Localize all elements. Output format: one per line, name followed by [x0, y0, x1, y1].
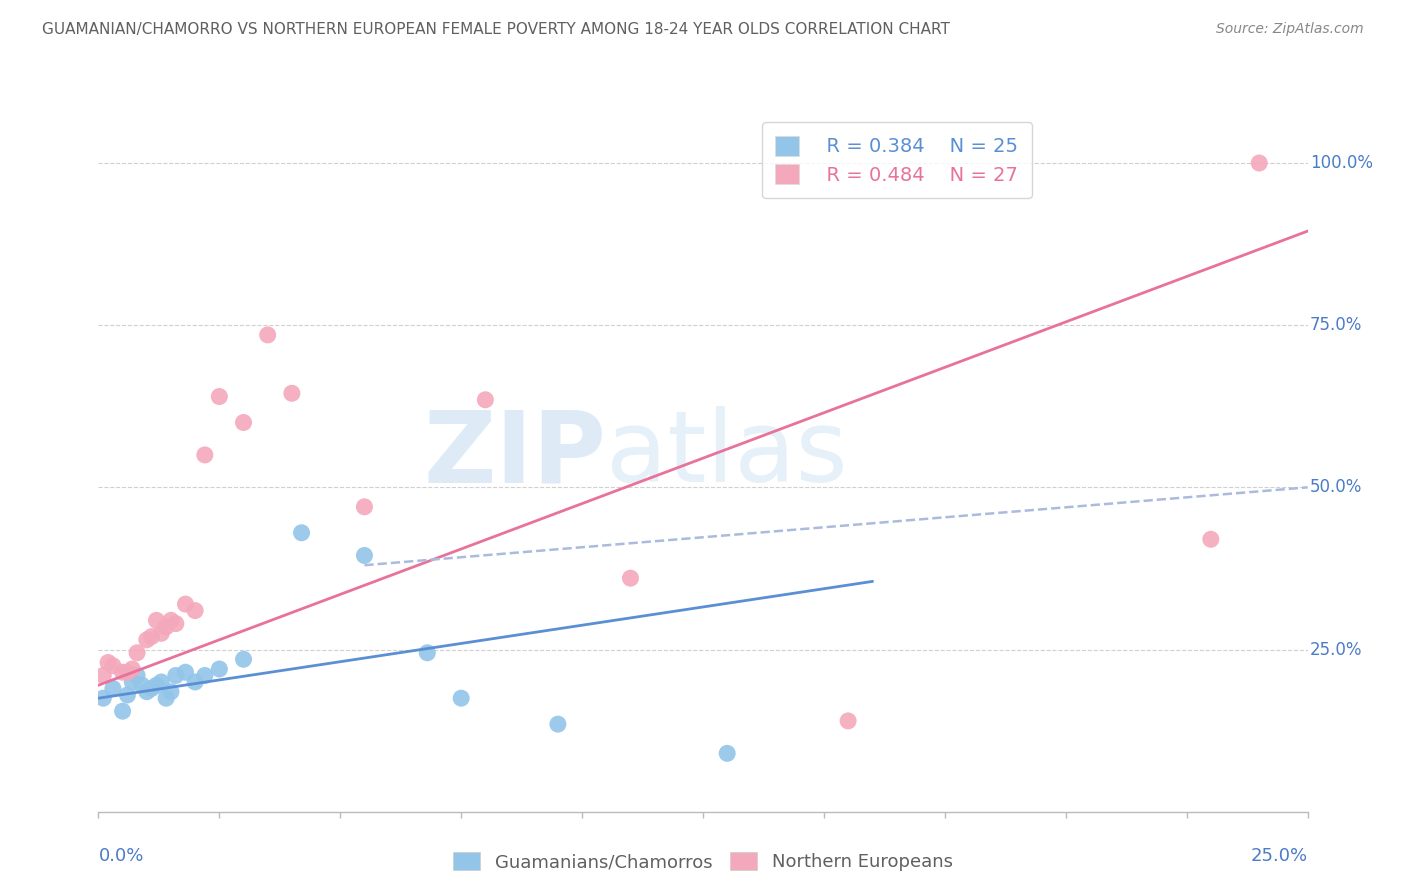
Point: [101, 658, 124, 673]
Point: [547, 717, 569, 731]
Text: 25.0%: 25.0%: [1310, 640, 1362, 658]
Point: [716, 747, 738, 761]
Point: [160, 684, 183, 698]
Point: [127, 646, 149, 660]
Point: [184, 675, 207, 690]
Point: [117, 665, 139, 680]
Point: [450, 691, 472, 706]
Point: [117, 688, 139, 702]
Point: [150, 675, 173, 690]
Point: [135, 684, 157, 698]
Point: [135, 632, 157, 647]
Point: [111, 704, 134, 718]
Point: [174, 597, 197, 611]
Point: [101, 681, 124, 696]
Legend:   R = 0.384    N = 25,   R = 0.484    N = 27: R = 0.384 N = 25, R = 0.484 N = 27: [762, 122, 1032, 198]
Point: [145, 613, 167, 627]
Point: [184, 604, 207, 618]
Point: [121, 675, 143, 690]
Point: [208, 662, 231, 676]
Text: 100.0%: 100.0%: [1310, 154, 1374, 172]
Point: [837, 714, 859, 728]
Point: [208, 390, 231, 404]
Point: [145, 678, 167, 692]
Point: [127, 668, 149, 682]
Text: 25.0%: 25.0%: [1250, 847, 1308, 865]
Point: [91, 691, 114, 706]
Point: [165, 668, 187, 682]
Point: [290, 525, 312, 540]
Point: [416, 646, 439, 660]
Point: [121, 662, 143, 676]
Point: [353, 549, 375, 563]
Point: [97, 656, 120, 670]
Point: [141, 681, 163, 696]
Point: [141, 630, 163, 644]
Legend: Guamanians/Chamorros, Northern Europeans: Guamanians/Chamorros, Northern Europeans: [446, 845, 960, 879]
Point: [281, 386, 304, 401]
Point: [194, 668, 217, 682]
Point: [1199, 533, 1222, 547]
Point: [160, 613, 183, 627]
Point: [111, 665, 134, 680]
Point: [155, 620, 177, 634]
Point: [150, 626, 173, 640]
Point: [131, 678, 153, 692]
Point: [232, 416, 254, 430]
Text: 75.0%: 75.0%: [1310, 316, 1362, 334]
Point: [165, 616, 187, 631]
Point: [353, 500, 375, 514]
Text: atlas: atlas: [606, 407, 848, 503]
Point: [232, 652, 254, 666]
Point: [1249, 156, 1271, 170]
Text: ZIP: ZIP: [423, 407, 606, 503]
Text: 50.0%: 50.0%: [1310, 478, 1362, 496]
Point: [194, 448, 217, 462]
Point: [256, 327, 278, 342]
Point: [91, 668, 114, 682]
Point: [474, 392, 496, 407]
Point: [619, 571, 641, 585]
Point: [174, 665, 197, 680]
Point: [155, 691, 177, 706]
Text: Source: ZipAtlas.com: Source: ZipAtlas.com: [1216, 22, 1364, 37]
Text: GUAMANIAN/CHAMORRO VS NORTHERN EUROPEAN FEMALE POVERTY AMONG 18-24 YEAR OLDS COR: GUAMANIAN/CHAMORRO VS NORTHERN EUROPEAN …: [42, 22, 950, 37]
Text: 0.0%: 0.0%: [98, 847, 143, 865]
